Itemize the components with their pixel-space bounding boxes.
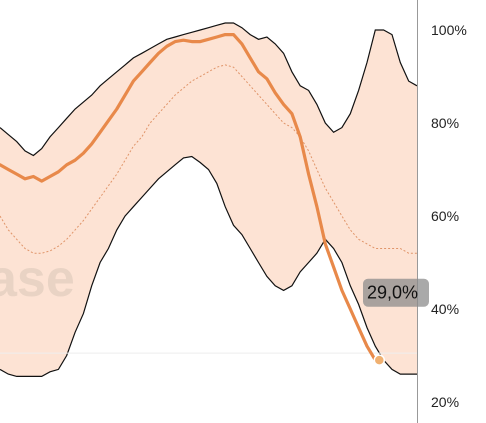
band-lower-line (0, 155, 417, 377)
y-tick-label: 60% (431, 208, 459, 224)
y-tick-label: 100% (431, 22, 467, 38)
band-upper-line (0, 22, 418, 157)
tooltip-label: 29,0% (367, 283, 418, 303)
watermark-text: ase (0, 250, 75, 308)
band-area (0, 23, 417, 377)
y-tick-label: 80% (431, 115, 459, 131)
median-line (0, 64, 417, 254)
last-point-marker[interactable] (373, 354, 386, 366)
tooltip-box (363, 278, 429, 307)
main-series-line (0, 33, 377, 362)
y-tick-label: 20% (431, 394, 459, 410)
y-tick-label: 40% (431, 301, 459, 317)
